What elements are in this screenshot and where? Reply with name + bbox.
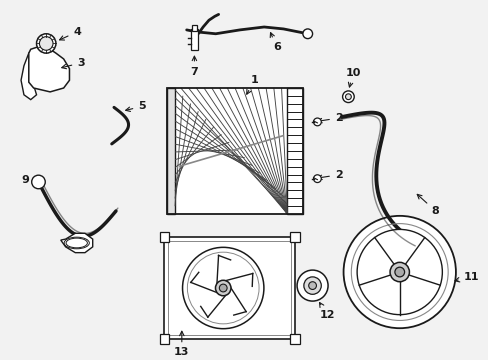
Text: 9: 9 [21, 175, 38, 185]
Bar [167, 88, 302, 214]
Bar [290, 232, 299, 242]
Polygon shape [29, 47, 69, 92]
Text: 2: 2 [317, 170, 342, 180]
Circle shape [394, 267, 404, 277]
Circle shape [32, 175, 45, 189]
Circle shape [345, 94, 350, 100]
Bar [164, 237, 295, 339]
Polygon shape [21, 53, 37, 100]
Circle shape [182, 247, 264, 329]
Text: 3: 3 [61, 58, 85, 69]
Bar [168, 241, 291, 335]
Bar [159, 334, 169, 344]
Circle shape [303, 277, 321, 294]
Text: 13: 13 [174, 331, 189, 357]
Bar [159, 232, 169, 242]
Circle shape [40, 37, 53, 50]
Bar [192, 25, 197, 31]
Polygon shape [61, 233, 93, 253]
Text: 10: 10 [345, 68, 360, 87]
Circle shape [308, 282, 316, 289]
Circle shape [37, 34, 56, 53]
Circle shape [302, 29, 312, 39]
Text: 4: 4 [60, 27, 81, 40]
Bar [290, 334, 299, 344]
Circle shape [389, 262, 408, 282]
Bar [190, 29, 198, 50]
Bar [167, 88, 175, 214]
Circle shape [356, 229, 442, 315]
Circle shape [215, 280, 230, 296]
Bar [287, 88, 302, 214]
Circle shape [313, 175, 321, 183]
Circle shape [313, 118, 321, 126]
Circle shape [297, 270, 327, 301]
Circle shape [342, 91, 353, 103]
Text: 6: 6 [270, 33, 280, 52]
Bar [167, 88, 302, 214]
Text: 12: 12 [319, 302, 334, 320]
Circle shape [219, 284, 226, 292]
Text: 8: 8 [416, 194, 439, 216]
Text: 1: 1 [246, 75, 258, 94]
Text: 5: 5 [125, 102, 145, 112]
Text: 11: 11 [454, 272, 478, 282]
Text: 2: 2 [317, 113, 342, 123]
Circle shape [343, 216, 455, 328]
Text: 7: 7 [190, 56, 198, 77]
